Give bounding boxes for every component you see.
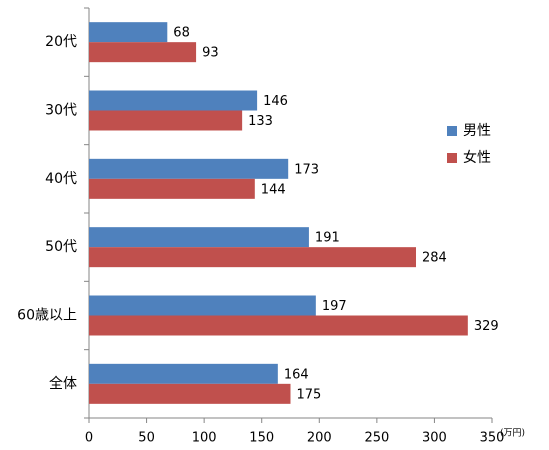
y-tick-label: 30代 — [45, 103, 77, 119]
data-label: 93 — [202, 46, 219, 61]
data-label: 164 — [284, 367, 309, 382]
data-label: 175 — [297, 387, 322, 402]
bar — [89, 110, 243, 131]
bar — [89, 315, 468, 336]
x-tick-label: 350 — [480, 431, 505, 446]
data-label: 173 — [294, 162, 319, 177]
bar — [89, 178, 255, 199]
x-tick-label: 250 — [364, 431, 389, 446]
data-label: 68 — [173, 26, 190, 41]
bar — [89, 247, 417, 268]
bar — [89, 295, 316, 316]
bar — [89, 383, 291, 404]
bar — [89, 227, 309, 248]
y-tick-label: 20代 — [45, 34, 77, 50]
x-tick-label: 300 — [422, 431, 447, 446]
data-label: 329 — [474, 319, 499, 334]
x-tick-label: 200 — [307, 431, 332, 446]
data-label: 144 — [261, 182, 286, 197]
legend-swatch — [447, 153, 457, 163]
x-tick-label: 0 — [85, 431, 93, 446]
bar — [89, 90, 258, 111]
y-tick-label: 50代 — [45, 239, 77, 255]
x-tick-label: 50 — [138, 431, 155, 446]
bar — [89, 363, 278, 384]
data-label: 197 — [322, 299, 347, 314]
y-tick-label: 40代 — [45, 171, 77, 187]
bar — [89, 22, 168, 43]
data-label: 146 — [263, 94, 288, 109]
legend-label: 男性 — [463, 123, 491, 139]
y-tick-label: 全体 — [49, 375, 77, 392]
bar — [89, 158, 289, 179]
legend-swatch — [447, 126, 457, 136]
data-label: 133 — [248, 114, 273, 129]
x-tick-label: 150 — [249, 431, 274, 446]
y-tick-label: 60歳以上 — [17, 308, 77, 324]
x-tick-label: 100 — [192, 431, 217, 446]
x-unit-label: (万円) — [500, 428, 525, 439]
data-label: 284 — [422, 251, 447, 266]
bar — [89, 42, 197, 63]
legend-label: 女性 — [463, 149, 491, 166]
data-label: 191 — [315, 231, 340, 246]
